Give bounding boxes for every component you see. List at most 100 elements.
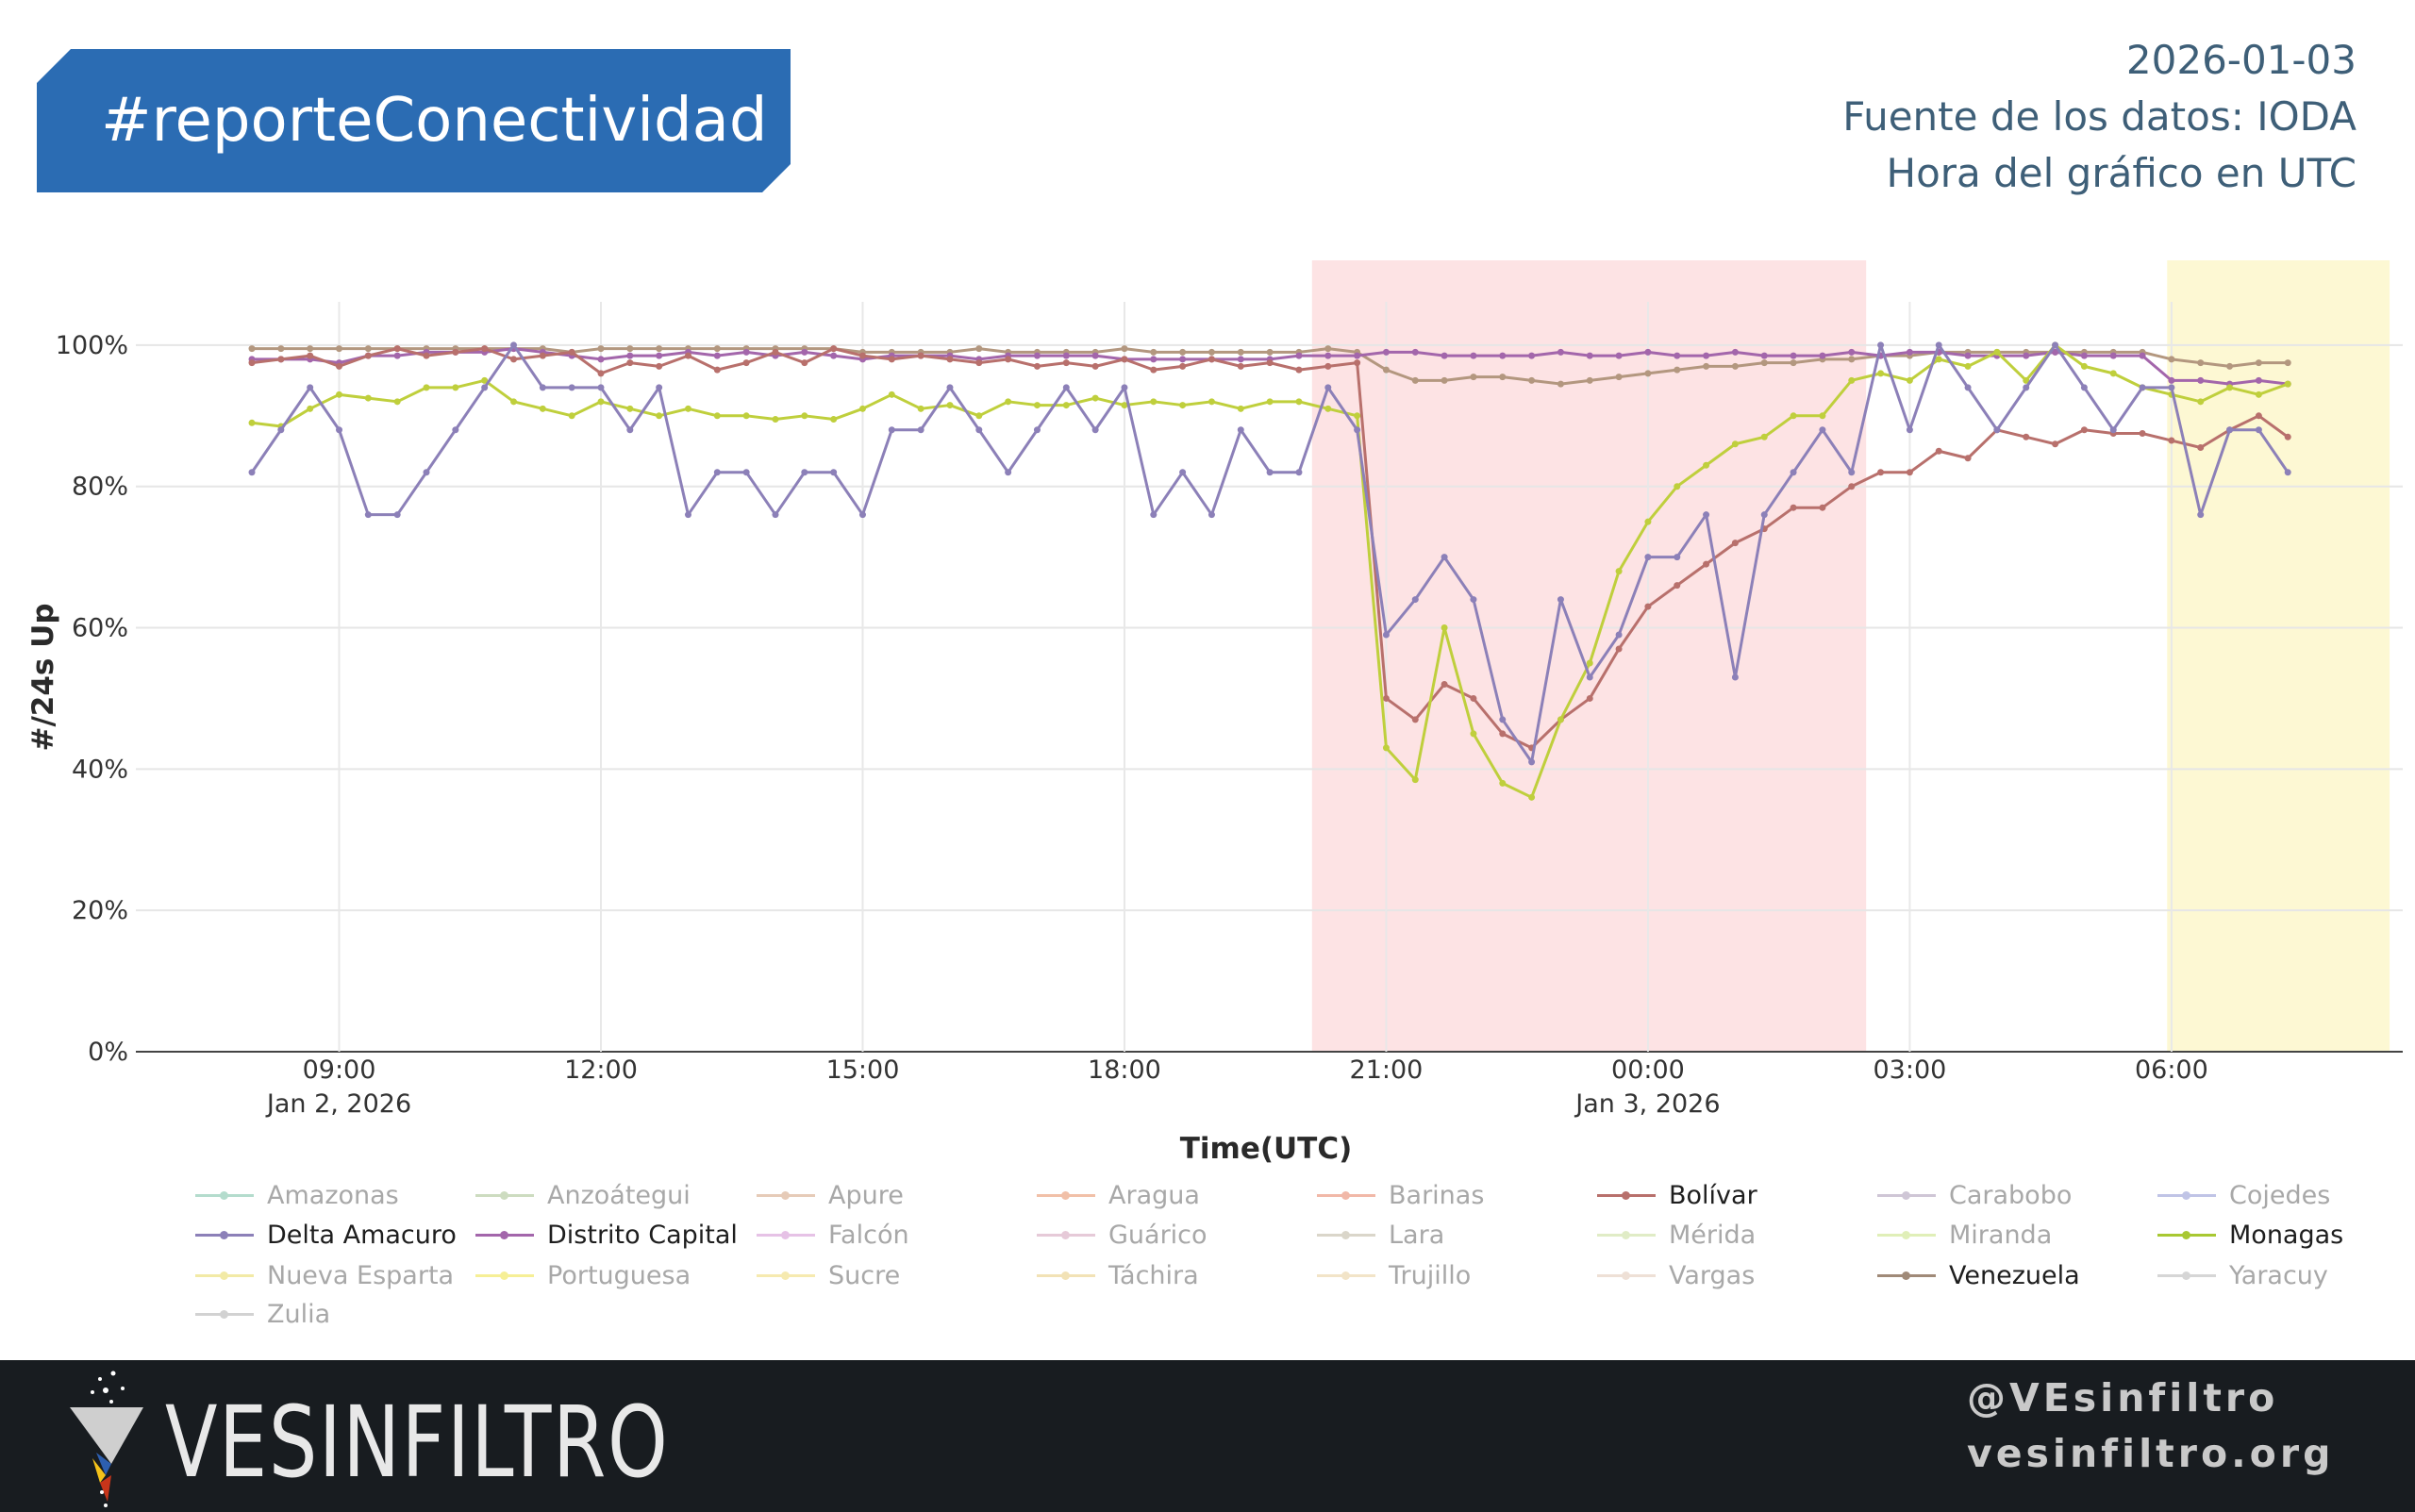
legend-item-barinas[interactable]: Barinas	[1317, 1176, 1484, 1214]
band-recent	[2167, 260, 2390, 1052]
legend-item-monagas[interactable]: Monagas	[2157, 1216, 2343, 1254]
legend-item-lara[interactable]: Lara	[1317, 1216, 1444, 1254]
legend-item-portuguesa[interactable]: Portuguesa	[475, 1256, 691, 1294]
data-point	[1964, 384, 1972, 391]
data-point	[1470, 352, 1477, 359]
legend-label: Falcón	[828, 1220, 909, 1250]
data-point	[1179, 362, 1187, 370]
legend-item-miranda[interactable]: Miranda	[1877, 1216, 2052, 1254]
legend-label: Sucre	[828, 1260, 901, 1290]
legend-item-carabobo[interactable]: Carabobo	[1877, 1176, 2072, 1214]
data-point	[1150, 398, 1158, 406]
data-point	[2168, 437, 2175, 444]
data-point	[1354, 426, 1361, 434]
legend-item-trujillo[interactable]: Trujillo	[1317, 1256, 1471, 1294]
data-point	[1470, 730, 1477, 738]
data-point	[1674, 366, 1681, 374]
legend-item-vargas[interactable]: Vargas	[1597, 1256, 1755, 1294]
data-point	[1731, 348, 1739, 356]
legend-item-zulia[interactable]: Zulia	[195, 1295, 330, 1333]
data-point	[510, 398, 517, 406]
data-point	[888, 356, 895, 363]
legend-item-amazonas[interactable]: Amazonas	[195, 1176, 399, 1214]
data-point	[801, 412, 808, 420]
data-point	[1906, 469, 1913, 476]
data-point	[1674, 582, 1681, 590]
data-point	[1208, 398, 1215, 406]
legend-item-apure[interactable]: Apure	[757, 1176, 904, 1214]
legend-item-cojedes[interactable]: Cojedes	[2157, 1176, 2330, 1214]
legend-item-sucre[interactable]: Sucre	[757, 1256, 900, 1294]
data-point	[364, 345, 372, 353]
legend-label: Barinas	[1389, 1180, 1485, 1210]
x-tick-label: 21:00	[1350, 1055, 1424, 1085]
social-handle[interactable]: @VEsinfiltro	[1967, 1375, 2279, 1421]
data-point	[2052, 440, 2059, 448]
legend-item-anzoátegui[interactable]: Anzoátegui	[475, 1176, 691, 1214]
data-point	[336, 362, 343, 370]
data-point	[1121, 402, 1128, 409]
legend-item-yaracuy[interactable]: Yaracuy	[2157, 1256, 2328, 1294]
data-point	[452, 348, 459, 356]
data-point	[1382, 694, 1390, 702]
data-point	[888, 426, 895, 434]
data-point	[1499, 374, 1507, 381]
data-point	[1877, 370, 1885, 377]
x-tick-label: 18:00	[1088, 1055, 1161, 1085]
data-point	[2226, 384, 2234, 391]
legend-line-marker-icon	[1037, 1190, 1095, 1200]
legend-line-marker-icon	[1317, 1190, 1375, 1200]
data-point	[1470, 596, 1477, 604]
x-tick-label: 09:00	[303, 1055, 376, 1085]
legend-line-marker-icon	[1877, 1271, 1936, 1280]
chart-meta: 2026-01-03 Fuente de los datos: IODA Hor…	[1842, 32, 2357, 202]
data-point	[248, 469, 256, 476]
legend-item-distrito-capital[interactable]: Distrito Capital	[475, 1216, 738, 1254]
website-link[interactable]: vesinfiltro.org	[1967, 1431, 2335, 1476]
data-point	[656, 412, 663, 420]
data-point	[1906, 426, 1913, 434]
data-point	[1848, 356, 1856, 363]
legend-item-bolívar[interactable]: Bolívar	[1597, 1176, 1757, 1214]
data-point	[772, 348, 779, 356]
data-point	[713, 412, 721, 420]
legend-item-venezuela[interactable]: Venezuela	[1877, 1256, 2080, 1294]
data-point	[1091, 362, 1099, 370]
data-point	[1674, 554, 1681, 561]
data-point	[393, 345, 401, 353]
data-point	[2255, 390, 2262, 398]
data-point	[656, 345, 663, 353]
data-point	[1790, 352, 1797, 359]
data-point	[364, 394, 372, 402]
data-point	[1062, 359, 1070, 367]
data-point	[684, 352, 691, 359]
legend-item-nueva-esparta[interactable]: Nueva Esparta	[195, 1256, 454, 1294]
y-tick-label: 80%	[72, 473, 128, 502]
data-point	[1441, 554, 1448, 561]
data-point	[2197, 359, 2205, 367]
data-point	[1324, 362, 1332, 370]
legend-line-marker-icon	[757, 1230, 815, 1239]
legend-line-marker-icon	[1037, 1271, 1095, 1280]
legend-label: Distrito Capital	[547, 1220, 738, 1250]
legend-item-guárico[interactable]: Guárico	[1037, 1216, 1208, 1254]
data-point	[1993, 426, 2001, 434]
legend-item-táchira[interactable]: Táchira	[1037, 1256, 1199, 1294]
legend-item-aragua[interactable]: Aragua	[1037, 1176, 1200, 1214]
data-point	[1906, 348, 1913, 356]
data-point	[1179, 356, 1187, 363]
data-point	[1644, 518, 1652, 525]
data-point	[830, 345, 838, 353]
data-point	[277, 426, 285, 434]
legend-item-delta-amacuro[interactable]: Delta Amacuro	[195, 1216, 457, 1254]
data-point	[1819, 412, 1826, 420]
legend-item-falcón[interactable]: Falcón	[757, 1216, 909, 1254]
data-point	[1411, 348, 1419, 356]
data-point	[830, 469, 838, 476]
data-point	[1557, 596, 1564, 604]
data-point	[248, 345, 256, 353]
connectivity-chart: 0% 20% 40% 60% 80% 100% 09:00 Jan 2, 2026 12:00 1…	[56, 260, 2403, 1119]
data-point	[2255, 376, 2262, 384]
data-point	[510, 356, 517, 363]
legend-item-mérida[interactable]: Mérida	[1597, 1216, 1756, 1254]
